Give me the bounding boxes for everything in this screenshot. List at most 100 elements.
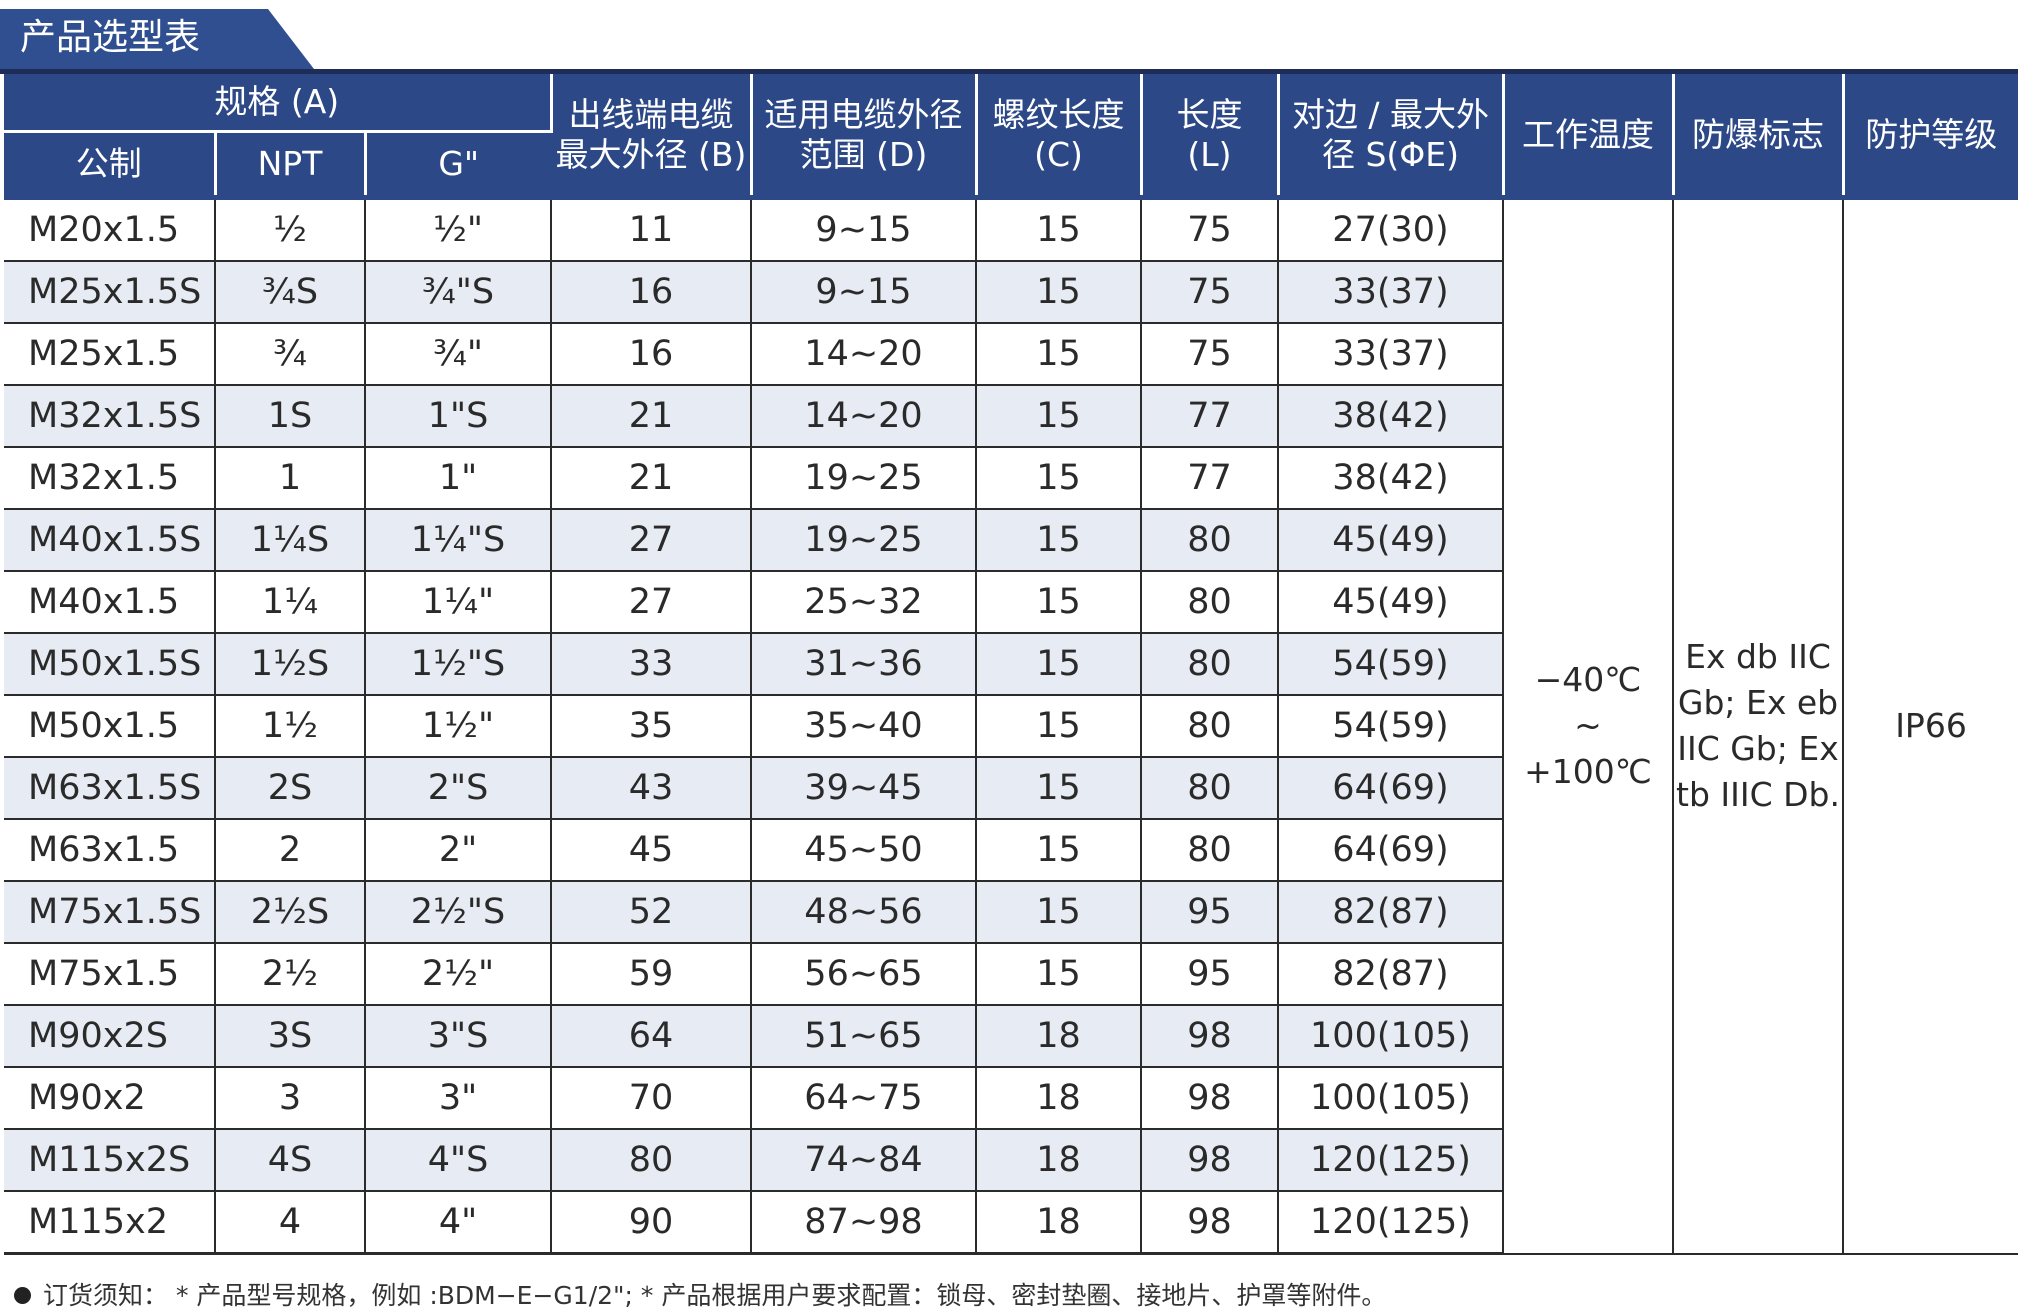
- header-thread-length: 螺纹长度 (C): [976, 74, 1143, 198]
- cell-cable-max: 59: [551, 943, 752, 1006]
- cell-thread-length: 15: [976, 881, 1142, 944]
- cell-cable-range: 25~32: [751, 571, 977, 634]
- cell-npt: 2½: [215, 943, 366, 1006]
- cell-length: 80: [1141, 757, 1279, 820]
- cell-cable-max: 52: [551, 881, 752, 944]
- cell-npt: 1¼S: [215, 509, 366, 572]
- cell-metric: M75x1.5: [4, 943, 216, 1006]
- cell-across-flats: 45(49): [1278, 509, 1504, 572]
- cell-thread-length: 15: [976, 757, 1142, 820]
- cell-g: 2"S: [365, 757, 552, 820]
- cell-cable-range: 48~56: [751, 881, 977, 944]
- cell-cable-range: 45~50: [751, 819, 977, 882]
- cell-metric: M20x1.5: [4, 197, 216, 262]
- cell-length: 98: [1141, 1005, 1279, 1068]
- cell-npt: 3: [215, 1067, 366, 1130]
- cell-thread-length: 18: [976, 1005, 1142, 1068]
- cell-cable-max: 90: [551, 1191, 752, 1255]
- cell-g: 4": [365, 1191, 552, 1255]
- cell-g: 1½": [365, 695, 552, 758]
- cell-cable-max: 45: [551, 819, 752, 882]
- cell-cable-max: 11: [551, 197, 752, 262]
- cell-g: 1¼"S: [365, 509, 552, 572]
- cell-cable-range: 56~65: [751, 943, 977, 1006]
- cell-length: 77: [1141, 447, 1279, 510]
- cell-metric: M63x1.5S: [4, 757, 216, 820]
- cell-metric: M32x1.5: [4, 447, 216, 510]
- cell-thread-length: 15: [976, 695, 1142, 758]
- page-title: 产品选型表: [20, 17, 201, 58]
- cell-g: ¾"S: [365, 261, 552, 324]
- cell-across-flats: 38(42): [1278, 385, 1504, 448]
- header-protection-grade: 防护等级: [1843, 74, 2018, 198]
- table-row: M32x1.5S 1S 1"S 21 14~20 15 77 38(42): [4, 385, 2018, 448]
- cell-g: 3"S: [365, 1005, 552, 1068]
- cell-across-flats: 38(42): [1278, 447, 1504, 510]
- cell-length: 75: [1141, 197, 1279, 262]
- cell-g: ½": [365, 197, 552, 262]
- header-ex-marking: 防爆标志: [1673, 74, 1845, 198]
- cell-npt: 1½S: [215, 633, 366, 696]
- cell-cable-max: 27: [551, 509, 752, 572]
- table-row: M90x2S 3S 3"S 64 51~65 18 98 100(105): [4, 1005, 2018, 1068]
- header-spec-group: 规格 (A): [4, 74, 553, 132]
- header-cable-range: 适用电缆外径 范围 (D): [751, 74, 978, 198]
- cell-g: 3": [365, 1067, 552, 1130]
- cell-metric: M90x2S: [4, 1005, 216, 1068]
- cell-cable-range: 9~15: [751, 197, 977, 262]
- cell-across-flats: 100(105): [1278, 1005, 1504, 1068]
- cell-length: 95: [1141, 881, 1279, 944]
- table-row: M25x1.5S ¾S ¾"S 16 9~15 15 75 33(37): [4, 261, 2018, 324]
- cell-across-flats: 27(30): [1278, 197, 1504, 262]
- cell-metric: M40x1.5: [4, 571, 216, 634]
- cell-cable-max: 43: [551, 757, 752, 820]
- table-row: M115x2 4 4" 90 87~98 18 98 120(125): [4, 1191, 2018, 1255]
- order-note-text: 订货须知： * 产品型号规格，例如 :BDM−E−G1/2"; * 产品根据用户…: [43, 1281, 1387, 1310]
- cell-g: 1¼": [365, 571, 552, 634]
- cell-g: 2½": [365, 943, 552, 1006]
- cell-cable-max: 70: [551, 1067, 752, 1130]
- product-selection-table: 规格 (A) 出线端电缆 最大外径 (B) 适用电缆外径 范围 (D) 螺纹长度 (C…: [4, 74, 2018, 1255]
- cell-g: 1"S: [365, 385, 552, 448]
- cell-metric: M75x1.5S: [4, 881, 216, 944]
- table-row: M75x1.5S 2½S 2½"S 52 48~56 15 95 82(87): [4, 881, 2018, 944]
- cell-cable-range: 9~15: [751, 261, 977, 324]
- cell-across-flats: 64(69): [1278, 757, 1504, 820]
- cell-length: 98: [1141, 1067, 1279, 1130]
- table-row: M32x1.5 1 1" 21 19~25 15 77 38(42): [4, 447, 2018, 510]
- title-tab: [0, 9, 316, 69]
- cell-thread-length: 15: [976, 323, 1142, 386]
- cell-thread-length: 15: [976, 509, 1142, 572]
- cell-metric: M90x2: [4, 1067, 216, 1130]
- cell-metric: M25x1.5: [4, 323, 216, 386]
- header-cable-max: 出线端电缆 最大外径 (B): [551, 74, 753, 198]
- cell-across-flats: 120(125): [1278, 1191, 1504, 1255]
- cell-metric: M40x1.5S: [4, 509, 216, 572]
- cell-protection-grade: IP66: [1843, 197, 2018, 1255]
- cell-npt: 1½: [215, 695, 366, 758]
- cell-length: 80: [1141, 509, 1279, 572]
- cell-cable-range: 64~75: [751, 1067, 977, 1130]
- cell-g: 1½"S: [365, 633, 552, 696]
- cell-across-flats: 33(37): [1278, 323, 1504, 386]
- cell-thread-length: 15: [976, 447, 1142, 510]
- cell-length: 98: [1141, 1129, 1279, 1192]
- cell-g: 2": [365, 819, 552, 882]
- bullet-icon: [14, 1286, 31, 1304]
- order-note: 订货须知： * 产品型号规格，例如 :BDM−E−G1/2"; * 产品根据用户…: [14, 1276, 1386, 1312]
- table-row: M50x1.5S 1½S 1½"S 33 31~36 15 80 54(59): [4, 633, 2018, 696]
- cell-length: 98: [1141, 1191, 1279, 1255]
- cell-cable-max: 80: [551, 1129, 752, 1192]
- cell-length: 80: [1141, 695, 1279, 758]
- cell-metric: M50x1.5: [4, 695, 216, 758]
- cell-cable-range: 35~40: [751, 695, 977, 758]
- cell-thread-length: 15: [976, 633, 1142, 696]
- cell-thread-length: 15: [976, 197, 1142, 262]
- cell-across-flats: 82(87): [1278, 943, 1504, 1006]
- cell-g: ¾": [365, 323, 552, 386]
- header-across-flats: 对边 / 最大外径 S(ΦE): [1278, 74, 1505, 198]
- cell-cable-range: 39~45: [751, 757, 977, 820]
- cell-length: 95: [1141, 943, 1279, 1006]
- cell-npt: ¾: [215, 323, 366, 386]
- header-g: G": [365, 130, 551, 198]
